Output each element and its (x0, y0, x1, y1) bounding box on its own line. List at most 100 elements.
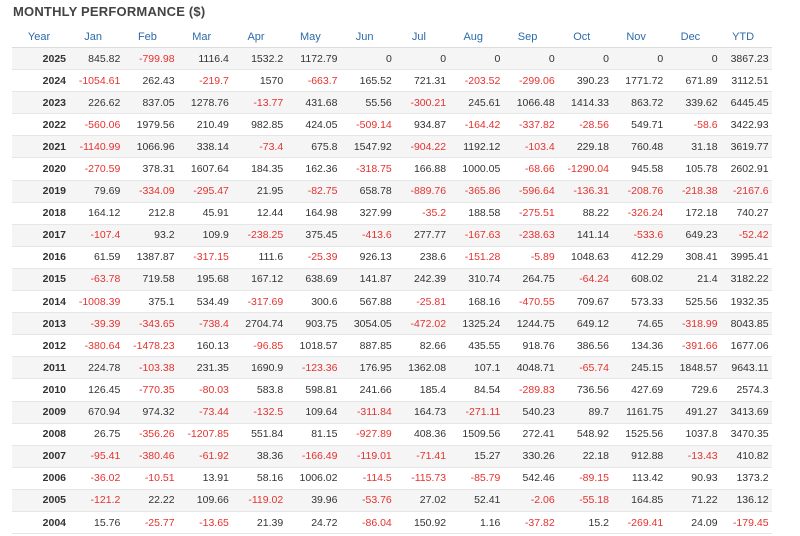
month-cell: 671.89 (685, 74, 718, 87)
month-cell: 540.23 (522, 406, 555, 419)
year-cell: 2016 (42, 251, 66, 264)
month-cell: -80.03 (199, 383, 229, 396)
month-cell: -36.02 (90, 472, 121, 485)
year-cell: 2020 (42, 163, 66, 176)
table-row: 2004 15.76 -25.77 -13.65 21.39 24.72 -86.04 150… (12, 512, 772, 535)
month-cell: -28.56 (579, 118, 609, 131)
month-cell: 549.71 (631, 118, 664, 131)
table-row: 2006 -36.02 -10.51 13.91 58.16 1006.02 -114.5 -… (12, 468, 772, 490)
month-cell: -103.38 (138, 361, 175, 374)
month-cell: 721.31 (413, 74, 447, 87)
month-cell: 26.75 (94, 428, 121, 441)
month-cell: 168.16 (468, 295, 501, 308)
month-cell: -166.49 (301, 450, 338, 463)
month-cell: -799.98 (138, 52, 175, 65)
month-cell: 308.41 (685, 251, 718, 264)
month-cell: 1387.87 (136, 251, 175, 264)
ytd-cell: 3413.69 (730, 406, 769, 419)
year-cell: 2012 (42, 339, 66, 352)
ytd-cell: 410.82 (736, 450, 769, 463)
month-cell: 107.1 (474, 361, 501, 374)
ytd-cell: 8043.85 (730, 317, 769, 330)
month-cell: -219.7 (199, 74, 229, 87)
ytd-cell: 3619.77 (730, 140, 769, 153)
year-cell: 2005 (42, 494, 66, 507)
month-cell: 15.27 (474, 450, 501, 463)
table-row: 2022 -560.06 1979.56 210.49 982.85 424.05 -509… (12, 114, 772, 137)
ytd-cell: 2574.3 (736, 383, 769, 396)
ytd-cell: 1932.35 (730, 295, 769, 308)
month-cell: 435.55 (468, 339, 501, 352)
month-cell: 760.48 (631, 140, 664, 153)
ytd-cell: 1677.06 (730, 339, 769, 352)
month-cell: 172.18 (685, 207, 718, 220)
month-cell: -317.69 (247, 295, 284, 308)
month-cell: 3054.05 (353, 317, 392, 330)
month-cell: 0 (440, 52, 447, 65)
month-cell: 0 (548, 52, 555, 65)
column-header-dec: Dec (680, 30, 701, 43)
month-cell: 670.94 (88, 406, 121, 419)
column-header-apr: Apr (247, 30, 265, 43)
month-cell: 109.64 (305, 406, 338, 419)
table-row: 2021 -1140.99 1066.96 338.14 -73.4 675.8 1547.… (12, 136, 772, 159)
month-cell: 126.45 (88, 383, 121, 396)
year-cell: 2024 (42, 74, 66, 87)
month-cell: 1607.64 (190, 163, 229, 176)
column-header-jul: Jul (411, 30, 426, 43)
ytd-cell: 3470.35 (730, 428, 769, 441)
ytd-cell: -179.45 (732, 516, 769, 529)
month-cell: 15.76 (94, 516, 121, 529)
table-row: 2016 61.59 1387.87 -317.15 111.6 -25.39 926.13… (12, 247, 772, 269)
month-cell: -289.83 (519, 383, 555, 396)
table-row: 2014 -1008.39 375.1 534.49 -317.69 300.6 567.8… (12, 291, 772, 314)
month-cell: 1509.56 (462, 428, 501, 441)
month-cell: 150.92 (413, 516, 447, 529)
month-cell: -470.55 (519, 295, 555, 308)
month-cell: 608.02 (631, 273, 664, 286)
month-cell: 945.58 (631, 163, 664, 176)
month-cell: 224.78 (88, 361, 121, 374)
month-cell: -89.15 (579, 472, 609, 485)
column-header-nov: Nov (626, 30, 646, 43)
month-cell: -2.06 (530, 494, 555, 507)
table-row: 2013 -39.39 -343.65 -738.4 2704.74 903.75 3054… (12, 313, 772, 336)
month-cell: 1244.75 (516, 317, 555, 330)
month-cell: -119.01 (356, 450, 392, 463)
month-cell: -55.18 (579, 494, 609, 507)
month-cell: 81.15 (311, 428, 338, 441)
month-cell: 1000.05 (462, 163, 501, 176)
month-cell: -151.28 (464, 251, 501, 264)
year-cell: 2018 (42, 207, 66, 220)
month-cell: 837.05 (142, 96, 175, 109)
month-cell: -37.82 (524, 516, 555, 529)
month-cell: 598.81 (305, 383, 338, 396)
month-cell: 548.92 (576, 428, 609, 441)
month-cell: 926.13 (359, 251, 392, 264)
month-cell: -1207.85 (187, 428, 229, 441)
table-row: 2012 -380.64 -1478.23 160.13 -96.85 1018.57 88… (12, 335, 772, 358)
column-header-sep: Sep (517, 30, 538, 43)
month-cell: -82.75 (307, 185, 338, 198)
month-cell: 327.99 (359, 207, 392, 220)
month-cell: -472.02 (410, 317, 447, 330)
month-cell: -203.52 (464, 74, 501, 87)
month-cell: 982.85 (251, 118, 284, 131)
month-cell: -73.4 (259, 140, 284, 153)
month-cell: 551.84 (251, 428, 284, 441)
month-cell: 408.36 (413, 428, 447, 441)
month-cell: 212.8 (148, 207, 175, 220)
month-cell: -380.64 (84, 339, 121, 352)
month-cell: 1037.8 (685, 428, 718, 441)
month-cell: 242.39 (413, 273, 447, 286)
month-cell: -269.41 (627, 516, 664, 529)
month-cell: 573.33 (631, 295, 664, 308)
column-header-oct: Oct (573, 30, 591, 43)
month-cell: -927.89 (356, 428, 392, 441)
month-cell: 729.6 (691, 383, 718, 396)
month-cell: 736.56 (576, 383, 609, 396)
month-cell: -1478.23 (133, 339, 175, 352)
month-cell: 15.2 (588, 516, 609, 529)
month-cell: 1848.57 (679, 361, 718, 374)
month-cell: -119.02 (248, 494, 284, 507)
